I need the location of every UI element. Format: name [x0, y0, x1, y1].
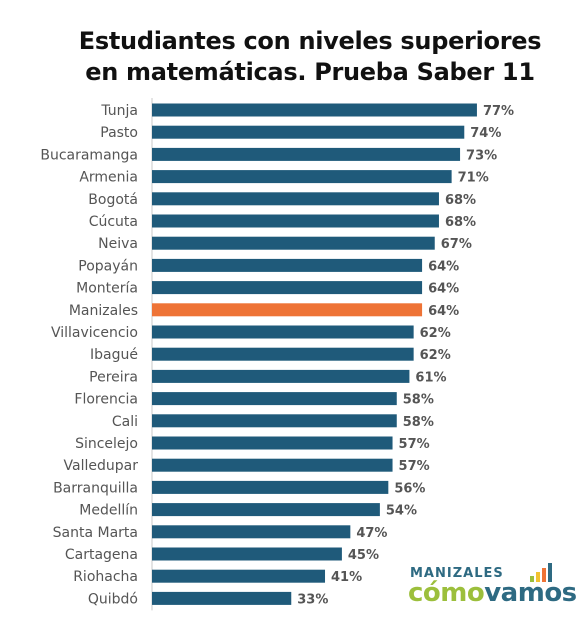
category-label: Valledupar: [64, 458, 139, 474]
logo-como-text: cómo: [408, 578, 485, 608]
value-label: 47%: [356, 526, 387, 541]
value-label: 64%: [428, 259, 459, 274]
logo-bar: [542, 568, 546, 582]
bar: [152, 214, 439, 228]
bar-highlighted: [152, 303, 423, 317]
logo-bars-icon: [530, 563, 552, 582]
category-label: Ibagué: [90, 347, 138, 363]
bar: [152, 147, 461, 161]
value-label: 62%: [420, 326, 451, 341]
bar: [152, 458, 393, 472]
category-label: Bucaramanga: [40, 147, 138, 163]
bar: [152, 258, 423, 272]
bar: [152, 503, 380, 517]
value-label: 61%: [415, 370, 446, 385]
bar: [152, 480, 389, 494]
logo-vamos-text: vamos: [484, 578, 576, 608]
value-label: 58%: [403, 393, 434, 408]
logo-city-text: MANIZALES: [410, 566, 504, 581]
category-label: Florencia: [74, 392, 138, 408]
bar: [152, 236, 435, 250]
value-label: 74%: [470, 126, 501, 141]
bar: [152, 281, 423, 295]
value-label: 77%: [483, 104, 514, 119]
category-label: Montería: [76, 281, 138, 297]
value-label: 68%: [445, 215, 476, 230]
bar: [152, 170, 452, 184]
category-label: Santa Marta: [53, 525, 138, 541]
value-label: 58%: [403, 415, 434, 430]
bar: [152, 525, 351, 539]
value-label: 71%: [458, 171, 489, 186]
category-label: Tunja: [100, 103, 138, 119]
category-label: Popayán: [78, 258, 138, 274]
logo-brand-text: cómovamos: [408, 578, 576, 608]
category-label: Barranquilla: [53, 480, 138, 496]
value-label: 54%: [386, 504, 417, 519]
manizales-como-vamos-logo: MANIZALES cómovamos: [408, 562, 576, 612]
bar: [152, 369, 410, 383]
logo-bar: [530, 576, 534, 582]
bar: [152, 103, 477, 117]
bar: [152, 347, 414, 361]
category-label: Medellín: [79, 503, 138, 519]
bar: [152, 436, 393, 450]
category-label: Villavicencio: [51, 325, 138, 341]
category-label: Quibdó: [88, 591, 138, 607]
value-label: 41%: [331, 570, 362, 585]
logo-bar: [536, 572, 540, 582]
value-label: 33%: [297, 592, 328, 607]
category-label: Armenia: [79, 170, 138, 186]
bar: [152, 392, 397, 406]
category-label: Pasto: [100, 125, 138, 141]
value-label: 73%: [466, 148, 497, 163]
category-label: Sincelejo: [75, 436, 138, 452]
category-label: Cartagena: [65, 547, 138, 563]
bar: [152, 414, 397, 428]
category-label: Neiva: [98, 236, 138, 252]
value-label: 62%: [420, 348, 451, 363]
value-label: 45%: [348, 548, 379, 563]
category-label: Manizales: [69, 303, 138, 319]
value-label: 68%: [445, 193, 476, 208]
bar: [152, 192, 439, 206]
bar: [152, 591, 292, 605]
chart-title-line-1: Estudiantes con niveles superiores: [78, 27, 542, 55]
value-label: 67%: [441, 237, 472, 252]
value-label: 57%: [399, 459, 430, 474]
bar: [152, 125, 465, 139]
logo-bar: [548, 563, 552, 582]
category-label: Riohacha: [73, 569, 138, 585]
bar: [152, 325, 414, 339]
chart-title: Estudiantes con niveles superiores en ma…: [60, 26, 560, 88]
bar: [152, 547, 342, 561]
category-label: Bogotá: [88, 192, 138, 208]
bar: [152, 569, 326, 583]
value-label: 64%: [428, 304, 459, 319]
value-label: 64%: [428, 282, 459, 297]
category-label: Cali: [112, 414, 138, 430]
category-label: Pereira: [89, 369, 138, 385]
value-label: 57%: [399, 437, 430, 452]
value-label: 56%: [394, 481, 425, 496]
category-label: Cúcuta: [89, 214, 138, 230]
chart-title-line-2: en matemáticas. Prueba Saber 11: [85, 58, 535, 86]
